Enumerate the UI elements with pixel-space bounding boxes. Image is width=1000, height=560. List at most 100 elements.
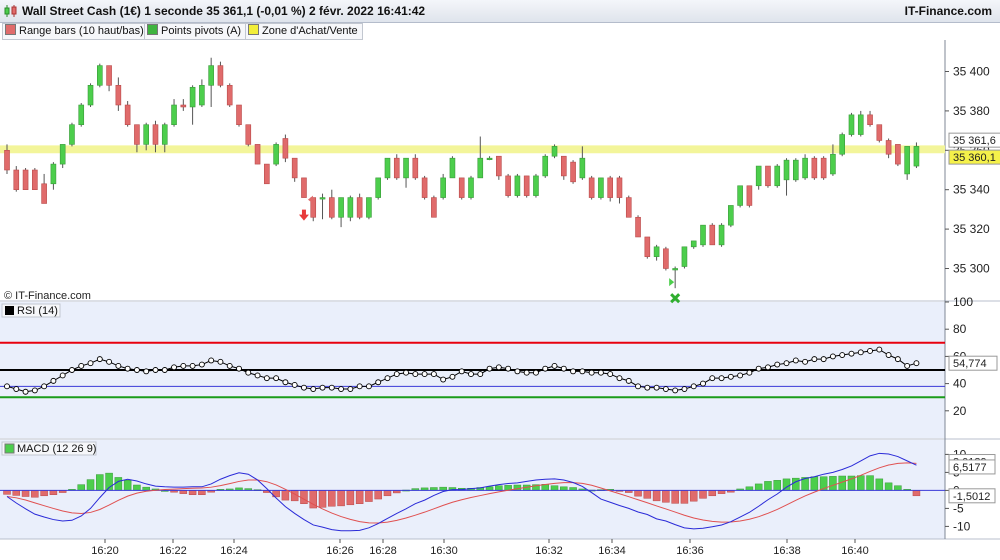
rsi-point [486, 365, 493, 372]
candle-body [97, 65, 103, 86]
candle-body [876, 124, 883, 141]
rsi-point [421, 371, 428, 378]
candle [895, 144, 901, 167]
candle [486, 156, 493, 161]
rsi-point [755, 365, 762, 372]
macd-value-tag [948, 488, 996, 504]
candle-body [811, 157, 818, 179]
macd-histogram-bar [662, 490, 670, 503]
rsi-point [282, 379, 289, 386]
candle-body [774, 165, 781, 187]
rsi-value-label: 54,774 [953, 358, 987, 370]
candle [32, 168, 38, 190]
rsi-point [876, 346, 883, 353]
candle [366, 197, 372, 220]
candle-body [458, 177, 465, 198]
candle-body [542, 155, 549, 177]
rsi-point [365, 383, 372, 390]
rsi-point [913, 360, 920, 367]
macd-histogram-bar [198, 490, 206, 495]
rsi-point [514, 368, 521, 375]
candle-body [338, 197, 344, 218]
candle-body [802, 157, 808, 179]
candle-body [124, 104, 131, 125]
rsi-point [217, 358, 224, 365]
rsi-point [143, 368, 150, 375]
candle-body [161, 124, 168, 145]
candle [282, 134, 289, 163]
candle-body [356, 197, 363, 218]
legend-range-bars[interactable]: Range bars (10 haut/bas) [2, 23, 149, 40]
macd-histogram-bar [365, 490, 373, 502]
candle [551, 144, 558, 159]
macd-histogram-bar [40, 490, 48, 497]
rsi-point [588, 369, 595, 376]
rsi-point [13, 386, 20, 392]
candle-body [895, 144, 901, 165]
candle-body [384, 157, 391, 179]
candle [264, 163, 270, 185]
macd-histogram-bar [3, 490, 11, 495]
candle-body [560, 155, 567, 177]
rsi-point [356, 383, 363, 390]
macd-histogram-bar [77, 484, 85, 491]
candle [690, 240, 697, 249]
macd-histogram-bar [671, 490, 679, 504]
candle-body [412, 157, 419, 179]
time-tick-label: 16:36 [676, 545, 704, 557]
candle [663, 246, 669, 271]
rsi-point [904, 362, 911, 369]
rsi-point [22, 388, 29, 395]
macd-histogram-bar [114, 477, 123, 491]
macd-tick-label: -10 [953, 519, 971, 533]
rsi-point [375, 379, 382, 386]
time-tick-label: 16:40 [841, 545, 869, 557]
macd-histogram-bar [495, 485, 503, 491]
candle-body [588, 177, 595, 198]
candle-body [431, 197, 437, 218]
candle-body [885, 140, 892, 155]
candle [319, 193, 326, 220]
candle-body [718, 224, 725, 246]
rsi-point [310, 386, 317, 392]
candle [310, 197, 317, 222]
candle [644, 236, 651, 259]
candle [672, 266, 678, 289]
candle [533, 173, 539, 198]
rsi-point [245, 369, 252, 376]
rsi-point [412, 371, 419, 378]
candle [431, 195, 437, 218]
candle [579, 146, 586, 180]
candle-body [709, 224, 716, 246]
candle [811, 156, 818, 180]
legend-buy-sell-zone[interactable]: Zone d'Achat/Vente [245, 23, 363, 40]
candle [226, 83, 233, 107]
candle-body [180, 104, 187, 108]
candle-body [199, 85, 205, 106]
candle [904, 146, 910, 180]
sell-signal-arrow-icon [298, 209, 309, 221]
rsi-point [78, 362, 85, 369]
candle-body [857, 114, 864, 135]
candle [375, 177, 382, 200]
candle-body [514, 175, 521, 196]
legend-pivot-points[interactable]: Points pivots (A) [144, 23, 247, 40]
rsi-point [672, 387, 679, 394]
candle-body [375, 177, 382, 198]
macd-histogram-bar [281, 490, 290, 501]
rsi-point [198, 361, 205, 368]
candle [709, 223, 716, 246]
candle [867, 110, 873, 127]
pivot-points-swatch-icon [147, 24, 158, 35]
macd-histogram-bar [86, 479, 95, 491]
rsi-tick-label: 20 [953, 404, 967, 418]
candle [59, 144, 66, 169]
rsi-point [792, 357, 799, 364]
macd-histogram-bar [634, 490, 642, 497]
macd-histogram-bar [328, 490, 336, 507]
rsi-point [894, 356, 901, 363]
candle [245, 124, 252, 147]
candle [653, 244, 660, 261]
buy-signal-marker-icon [669, 278, 675, 287]
